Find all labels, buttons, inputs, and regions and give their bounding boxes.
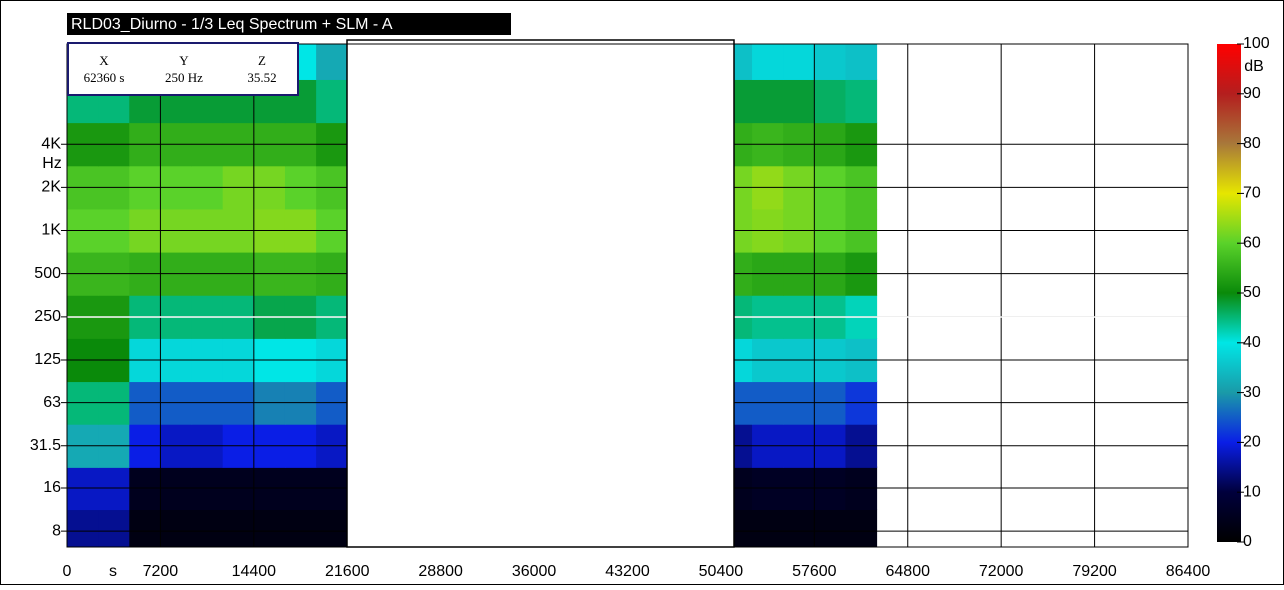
heat-cell <box>783 79 815 123</box>
readout-header: Y <box>179 53 189 68</box>
readout: X Y Z 62360 s 250 Hz 35.52 <box>68 43 298 95</box>
colorbar-label: dB <box>1244 58 1264 75</box>
x-tick-label: 43200 <box>605 563 650 580</box>
y-tick-label: 8 <box>52 522 61 539</box>
y-tick-label: 250 <box>34 308 61 325</box>
readout-header: Z <box>258 53 266 68</box>
heat-cell <box>752 79 784 123</box>
readout-value: 250 Hz <box>165 70 203 85</box>
readout-value: 35.52 <box>247 70 276 85</box>
colorbar-tick-label: 10 <box>1243 483 1261 500</box>
y-tick-label: 16 <box>43 479 61 496</box>
colorbar-tick-label: 30 <box>1243 384 1261 401</box>
x-tick-label: 57600 <box>792 563 837 580</box>
colorbar-tick-label: 0 <box>1243 533 1252 550</box>
colorbar-tick-label: 70 <box>1243 185 1261 202</box>
colorbar-tick-label: 60 <box>1243 234 1261 251</box>
colorbar-tick-label: 40 <box>1243 334 1261 351</box>
x-tick-label: 36000 <box>512 563 557 580</box>
y-tick-label: 2K <box>41 179 61 196</box>
x-tick-label: 0 <box>63 563 72 580</box>
x-tick-label: 72000 <box>979 563 1024 580</box>
readout-value: 62360 s <box>84 70 125 85</box>
chart-title: RLD03_Diurno - 1/3 Leq Spectrum + SLM - … <box>71 16 393 33</box>
y-tick-label: 500 <box>34 265 61 282</box>
x-tick-label: 64800 <box>886 563 931 580</box>
x-tick-label: 79200 <box>1072 563 1117 580</box>
x-tick-label: 14400 <box>232 563 277 580</box>
y-axis-label: Hz <box>42 155 62 172</box>
y-tick-label: 1K <box>41 222 61 239</box>
x-tick-label: 50400 <box>699 563 744 580</box>
x-tick-label: 86400 <box>1166 563 1211 580</box>
x-tick-label: 21600 <box>325 563 370 580</box>
colorbar-tick-label: 100 <box>1243 35 1270 52</box>
x-tick-label: 28800 <box>418 563 463 580</box>
y-tick-label: 4K <box>41 135 61 152</box>
excluded-region <box>347 40 734 547</box>
y-tick-label: 31.5 <box>30 437 61 454</box>
colorbar-tick-label: 90 <box>1243 85 1261 102</box>
colorbar-tick-label: 20 <box>1243 434 1261 451</box>
readout-header: X <box>99 53 109 68</box>
heat-cell <box>814 79 846 123</box>
colorbar-tick-label: 80 <box>1243 135 1261 152</box>
colorbar-tick-label: 50 <box>1243 284 1261 301</box>
y-tick-label: 63 <box>43 394 61 411</box>
y-tick-label: 125 <box>34 351 61 368</box>
heat-cell <box>845 79 877 123</box>
x-axis-label: s <box>109 563 117 580</box>
x-tick-label: 7200 <box>143 563 179 580</box>
heat-cell <box>316 79 348 123</box>
